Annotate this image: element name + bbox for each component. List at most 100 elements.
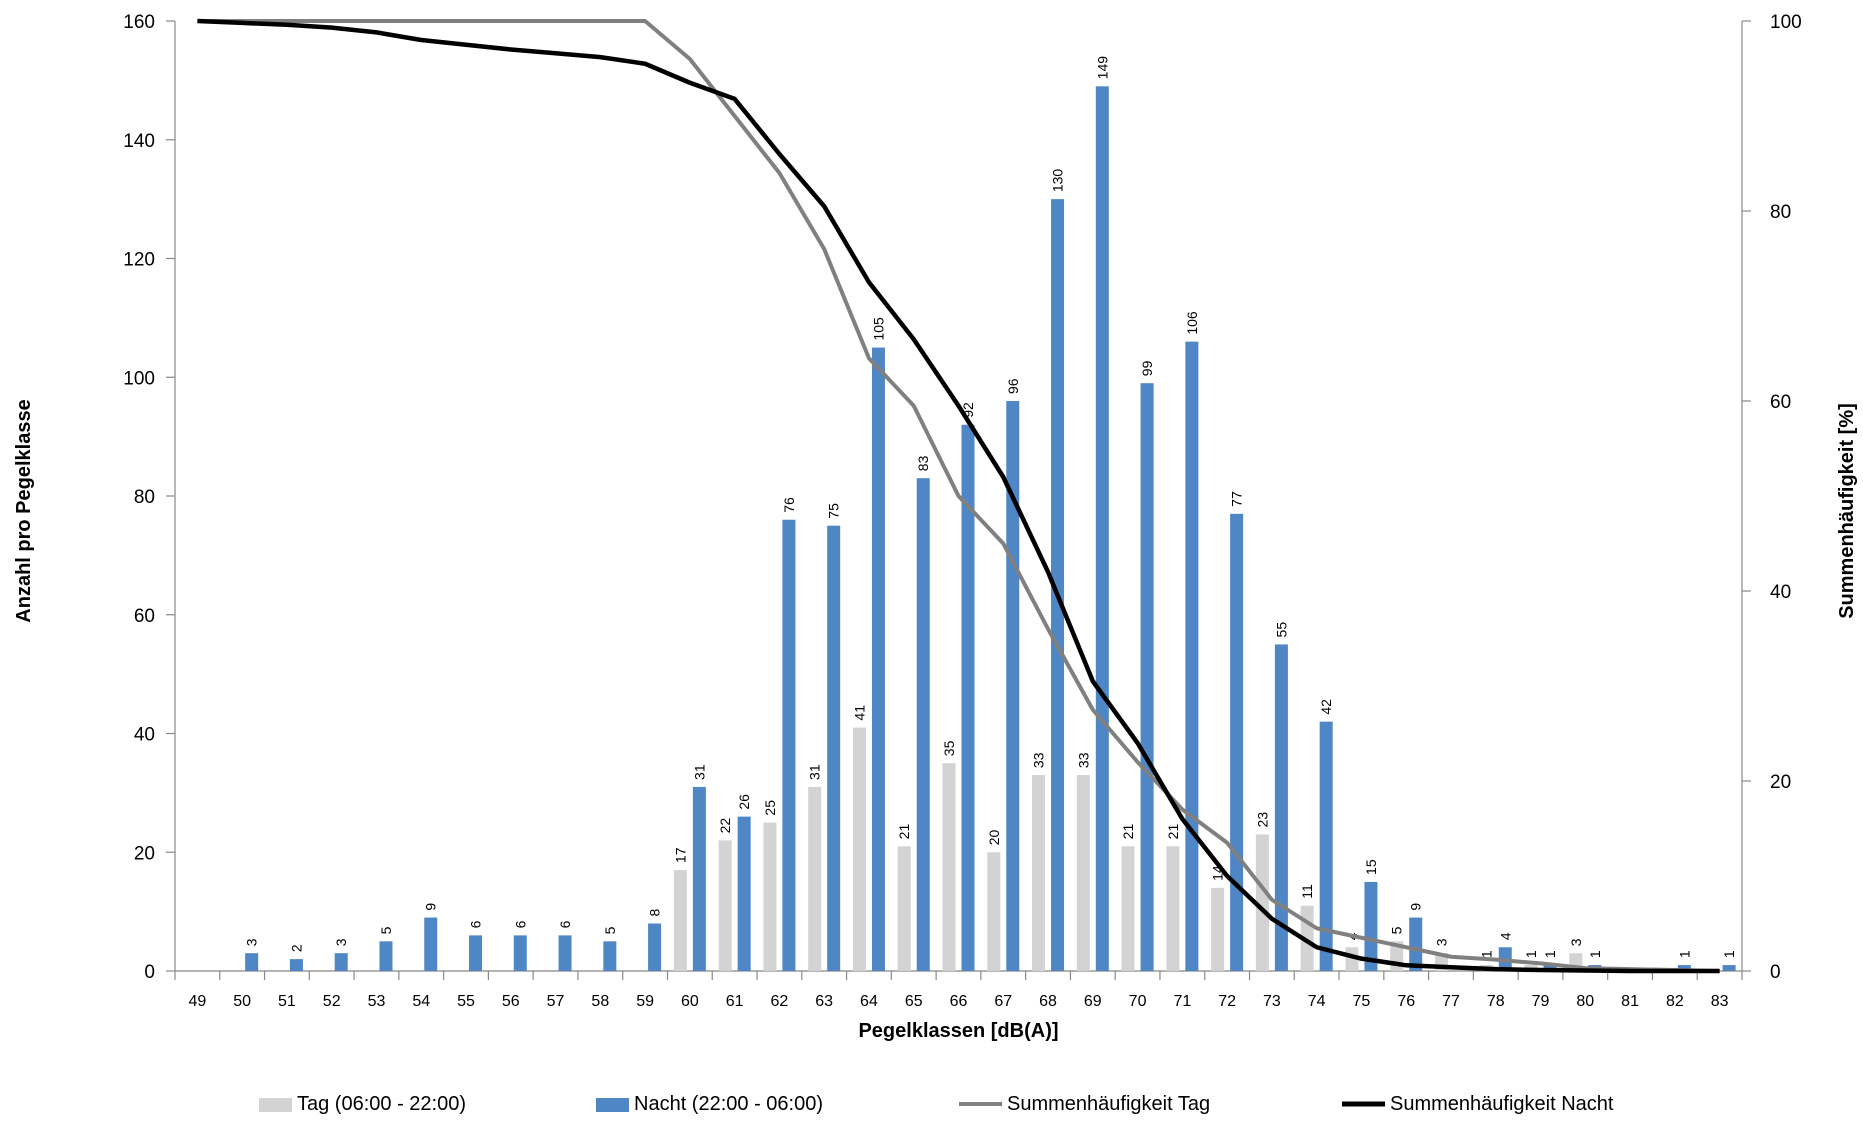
data-label-nacht: 3 [244, 938, 260, 946]
line-summenhaeufigkeit-tag [197, 19, 1720, 973]
line-summenhaeufigkeit-nacht [197, 18, 1720, 974]
bar-nacht [871, 347, 885, 971]
x-tick-label: 69 [1084, 993, 1102, 1010]
x-tick-label: 59 [636, 993, 654, 1010]
bar-nacht [692, 786, 706, 971]
x-tick-label: 82 [1666, 993, 1684, 1010]
x-tick-label: 76 [1397, 993, 1415, 1010]
y2-tick-label: 0 [1770, 962, 1781, 983]
x-tick-label: 60 [681, 993, 699, 1010]
data-label-nacht: 5 [602, 926, 618, 934]
x-tick-label: 49 [188, 993, 206, 1010]
y-axis-title: Anzahl pro Pegelklasse [13, 399, 35, 622]
bar-nacht [1364, 881, 1378, 971]
bar-tag [718, 840, 732, 971]
x-tick-label: 81 [1621, 993, 1639, 1010]
data-label-nacht: 2 [288, 944, 304, 952]
y-tick-label: 140 [123, 131, 155, 152]
bar-tag [1076, 775, 1090, 971]
data-label-tag: 35 [941, 740, 957, 756]
data-label-tag: 31 [807, 764, 823, 780]
legend-label: Summenhäufigkeit Tag [1007, 1093, 1210, 1115]
bar-nacht [558, 935, 572, 971]
data-label-tag: 21 [1165, 824, 1181, 840]
bar-tag [1255, 834, 1269, 971]
data-label-tag: 23 [1254, 812, 1270, 828]
bar-tag [763, 822, 777, 971]
bar-nacht [1409, 917, 1423, 971]
data-label-nacht: 6 [512, 920, 528, 928]
data-label-nacht: 9 [1408, 903, 1424, 911]
bar-nacht [961, 424, 975, 971]
x-tick-label: 56 [502, 993, 520, 1010]
data-label-nacht: 105 [870, 317, 886, 341]
x-tick-label: 70 [1129, 993, 1147, 1010]
data-label-nacht: 149 [1094, 56, 1110, 80]
x-tick-label: 66 [950, 993, 968, 1010]
bar-nacht [1230, 513, 1244, 971]
bar-tag [673, 870, 687, 971]
y-tick-label: 40 [134, 725, 155, 746]
bar-nacht [1095, 86, 1109, 971]
bar-nacht [737, 816, 751, 971]
data-label-tag: 22 [717, 818, 733, 834]
data-label-nacht: 76 [781, 497, 797, 513]
data-label-nacht: 106 [1184, 311, 1200, 335]
y2-tick-label: 100 [1770, 12, 1802, 33]
data-label-nacht: 1 [1542, 950, 1558, 958]
data-label-tag: 17 [672, 847, 688, 863]
legend-label: Summenhäufigkeit Nacht [1390, 1093, 1614, 1115]
x-tick-label: 63 [815, 993, 833, 1010]
x-axis-title: Pegelklassen [dB(A)] [858, 1020, 1058, 1042]
bar-tag [1166, 846, 1180, 971]
x-tick-label: 52 [323, 993, 341, 1010]
y2-tick-label: 60 [1770, 392, 1791, 413]
y-tick-label: 120 [123, 250, 155, 271]
data-label-nacht: 5 [378, 926, 394, 934]
data-label-tag: 5 [1389, 926, 1405, 934]
data-label-nacht: 8 [647, 909, 663, 917]
bar-tag [942, 763, 956, 971]
data-label-nacht: 1 [1587, 950, 1603, 958]
x-tick-label: 75 [1353, 993, 1371, 1010]
x-tick-label: 74 [1308, 993, 1326, 1010]
x-tick-label: 72 [1218, 993, 1236, 1010]
x-tick-label: 80 [1576, 993, 1594, 1010]
bar-nacht [1140, 383, 1154, 971]
bar-nacht [827, 525, 841, 971]
y2-axis-title: Summenhäufigkeit [%] [1836, 403, 1858, 619]
data-label-nacht: 31 [691, 764, 707, 780]
bar-nacht [1274, 644, 1288, 971]
x-tick-label: 77 [1442, 993, 1460, 1010]
x-tick-label: 54 [412, 993, 430, 1010]
data-label-nacht: 26 [736, 794, 752, 810]
data-label-tag: 3 [1433, 938, 1449, 946]
legend-swatch [259, 1098, 292, 1112]
data-label-tag: 33 [1031, 752, 1047, 768]
legend-label: Nacht (22:00 - 06:00) [634, 1093, 823, 1115]
data-label-tag: 41 [851, 705, 867, 721]
x-tick-label: 53 [368, 993, 386, 1010]
y-tick-label: 0 [144, 962, 155, 983]
y2-tick-label: 20 [1770, 772, 1791, 793]
bar-nacht [1319, 721, 1333, 971]
bar-tag [1121, 846, 1135, 971]
x-tick-label: 57 [547, 993, 565, 1010]
bar-nacht [1677, 965, 1691, 971]
bar-nacht [513, 935, 527, 971]
bar-nacht [424, 917, 438, 971]
data-label-tag: 25 [762, 800, 778, 816]
x-tick-label: 67 [994, 993, 1012, 1010]
x-tick-label: 71 [1173, 993, 1191, 1010]
data-label-nacht: 1 [1676, 950, 1692, 958]
bar-nacht [603, 941, 617, 971]
bar-nacht [334, 953, 348, 971]
data-label-nacht: 15 [1363, 859, 1379, 875]
data-label-tag: 1 [1478, 950, 1494, 958]
data-label-nacht: 55 [1273, 622, 1289, 638]
bar-nacht [1722, 965, 1736, 971]
x-tick-label: 79 [1532, 993, 1550, 1010]
data-label-tag: 21 [1120, 824, 1136, 840]
data-label-nacht: 42 [1318, 699, 1334, 715]
